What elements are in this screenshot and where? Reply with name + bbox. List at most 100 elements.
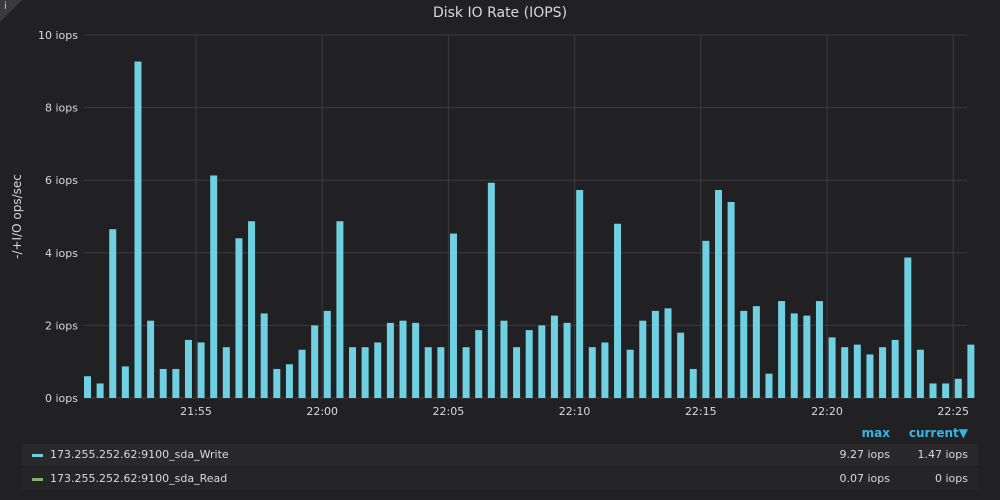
y-tick-label: 0 iops — [45, 392, 78, 405]
bar — [298, 349, 306, 398]
panel-corner[interactable] — [0, 0, 22, 22]
bar — [954, 378, 962, 398]
bar — [677, 332, 685, 398]
bar — [361, 347, 369, 398]
legend-header: max current▼ — [22, 424, 978, 444]
info-icon[interactable]: i — [4, 1, 7, 12]
bar — [184, 339, 192, 398]
bar — [311, 325, 319, 398]
legend-swatch[interactable] — [32, 478, 43, 481]
x-tick-label: 22:15 — [685, 405, 717, 418]
bar — [248, 221, 256, 398]
bar — [715, 190, 722, 398]
bar — [424, 347, 432, 398]
x-tick-label: 22:10 — [559, 405, 591, 418]
bar — [84, 376, 91, 398]
y-tick-label: 8 iops — [45, 102, 78, 115]
bar — [475, 330, 483, 398]
legend-current-label: current — [908, 426, 959, 440]
bar-chart: 0 iops 2 iops 4 iops 6 iops 8 iops 10 iops 21:… — [10, 29, 975, 418]
bar — [462, 347, 470, 398]
panel-title[interactable]: Disk IO Rate (IOPS) — [432, 5, 568, 21]
bar — [550, 315, 558, 398]
x-tick-label: 22:05 — [433, 405, 465, 418]
bar — [727, 201, 735, 398]
legend: max current▼ 173.255.252.62:9100_sda_Wri… — [22, 424, 978, 492]
bar — [437, 347, 445, 398]
bar — [929, 383, 937, 398]
legend-current-header[interactable]: current▼ — [909, 426, 968, 440]
bar — [525, 330, 533, 398]
legend-swatch[interactable] — [32, 454, 43, 457]
bar — [740, 310, 748, 398]
bar — [916, 349, 924, 398]
bar — [588, 347, 596, 398]
bar — [374, 342, 382, 398]
bar — [702, 240, 710, 398]
bar — [866, 354, 874, 398]
legend-max-header[interactable]: max — [861, 426, 890, 440]
bar — [778, 301, 786, 398]
bar — [841, 347, 849, 398]
bar — [879, 347, 887, 398]
bar — [197, 342, 205, 398]
bar — [172, 368, 180, 398]
bar — [109, 229, 117, 398]
legend-max-value: 9.27 iops — [839, 448, 891, 461]
bar — [134, 61, 142, 399]
bar — [500, 320, 508, 398]
bar — [967, 344, 975, 398]
bar — [689, 368, 697, 398]
x-tick-label: 22:00 — [306, 405, 338, 418]
bar — [828, 337, 836, 398]
y-tick-label: 10 iops — [38, 29, 78, 42]
bar — [260, 313, 268, 398]
bar — [803, 315, 811, 398]
y-tick-label: 4 iops — [45, 247, 78, 260]
legend-rows: 173.255.252.62:9100_sda_Write 9.27 iops 1.… — [22, 444, 978, 490]
bar — [399, 320, 407, 398]
y-axis-label: -/+I/O ops/sec — [10, 174, 24, 259]
legend-series-name[interactable]: 173.255.252.62:9100_sda_Read — [50, 472, 228, 485]
bar — [626, 349, 634, 398]
bar — [765, 373, 773, 398]
bar — [815, 301, 823, 398]
y-tick-label: 2 iops — [45, 319, 78, 332]
bar — [121, 366, 129, 398]
legend-series-name[interactable]: 173.255.252.62:9100_sda_Write — [50, 448, 229, 461]
legend-row[interactable]: 173.255.252.62:9100_sda_Read 0.07 iops 0 i… — [22, 468, 978, 490]
sort-caret-icon: ▼ — [958, 426, 968, 440]
bar — [386, 322, 394, 398]
bar — [904, 257, 912, 398]
bar — [538, 325, 546, 398]
bar — [285, 364, 293, 398]
bar — [563, 322, 571, 398]
bar — [601, 342, 609, 398]
bar — [752, 306, 760, 398]
bar — [222, 347, 230, 398]
bar — [639, 320, 647, 398]
x-tick-label: 21:55 — [180, 405, 212, 418]
bar — [210, 175, 218, 398]
bar — [159, 368, 167, 398]
bar — [942, 383, 950, 398]
bar — [147, 320, 155, 398]
bar — [853, 344, 861, 398]
bar — [664, 308, 672, 398]
bar — [349, 347, 357, 398]
bar — [790, 313, 798, 398]
bar — [576, 190, 584, 398]
bar — [235, 238, 243, 398]
bar — [412, 322, 420, 398]
bar — [614, 223, 622, 398]
legend-current-value: 1.47 iops — [917, 448, 969, 461]
bar — [651, 310, 659, 398]
bar — [323, 310, 331, 398]
bar — [96, 383, 104, 398]
bar — [487, 182, 495, 398]
bar — [273, 368, 281, 398]
legend-max-value: 0.07 iops — [839, 472, 891, 485]
legend-current-value: 0 iops — [935, 472, 968, 485]
legend-row[interactable]: 173.255.252.62:9100_sda_Write 9.27 iops 1.… — [22, 444, 978, 466]
bar — [513, 347, 521, 398]
